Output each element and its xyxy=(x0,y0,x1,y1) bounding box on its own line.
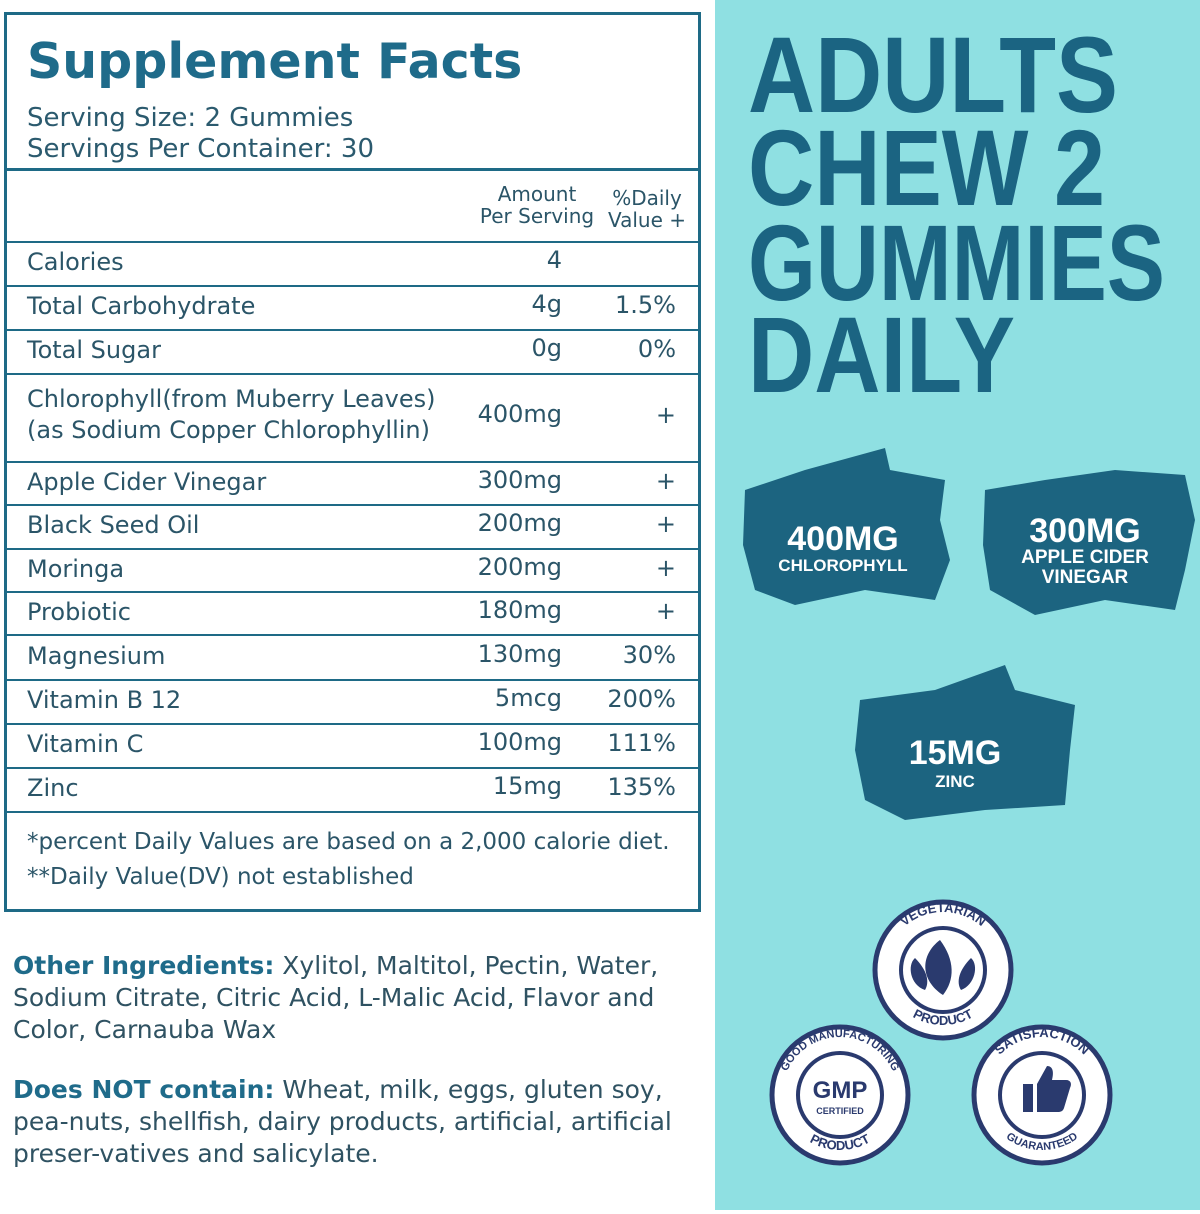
daily-value: + xyxy=(655,553,676,582)
headline-line: GUMMIES xyxy=(748,202,1165,323)
badge-name: VINEGAR xyxy=(1042,567,1129,588)
text: Wheat, milk, eggs, gluten soy, pea-nuts,… xyxy=(13,1075,672,1168)
serving-size: Serving Size: 2 Gummies xyxy=(27,103,354,133)
amount: 0g xyxy=(531,334,562,362)
text: Per Serving xyxy=(479,204,595,228)
divider xyxy=(7,723,698,725)
amount: 130mg xyxy=(477,639,562,668)
nutrient-name: Chlorophyll(from Muberry Leaves) xyxy=(27,385,436,413)
footnote: **Daily Value(DV) not established xyxy=(27,864,414,890)
divider xyxy=(7,679,698,681)
divider xyxy=(7,634,698,636)
daily-value: 111% xyxy=(607,729,676,757)
divider xyxy=(7,329,698,331)
amount: 200mg xyxy=(477,552,562,581)
nutrient-name: Vitamin C xyxy=(27,730,144,758)
divider xyxy=(7,168,698,171)
nutrient-name: Total Sugar xyxy=(27,336,161,364)
seal-sub: CERTIFIED xyxy=(816,1106,864,1116)
daily-value: + xyxy=(655,466,676,495)
badge-name: CHLOROPHYLL xyxy=(778,556,907,575)
badge-amount: 300MG xyxy=(1029,512,1141,550)
amount: 4 xyxy=(546,246,562,274)
nutrient-name: Moringa xyxy=(27,554,125,583)
amount: 300mg xyxy=(477,465,562,494)
nutrient-name: Probiotic xyxy=(27,597,131,626)
headline-line: ADULTS xyxy=(748,14,1118,135)
daily-value: 1.5% xyxy=(615,291,676,319)
daily-value: 30% xyxy=(622,640,676,669)
seal-center: GMP xyxy=(813,1077,868,1104)
headline-line: DAILY xyxy=(748,294,1015,415)
nutrient-name: Apple Cider Vinegar xyxy=(27,467,267,496)
amount-header: Amount Per Serving xyxy=(467,183,607,227)
promo-panel: ADULTS CHEW 2 GUMMIES DAILY 400MG CHLORO… xyxy=(715,0,1200,1210)
title: Supplement Facts xyxy=(27,33,523,90)
daily-value: + xyxy=(655,401,676,429)
amount: 5mcg xyxy=(494,684,562,712)
nutrient-name: Vitamin B 12 xyxy=(27,686,182,714)
amount: 100mg xyxy=(477,728,562,756)
amount: 200mg xyxy=(477,509,562,537)
nutrient-name: Total Carbohydrate xyxy=(27,292,256,320)
divider xyxy=(7,373,698,375)
daily-value: + xyxy=(655,510,676,538)
text: Amount xyxy=(497,182,577,206)
amount: 4g xyxy=(531,290,562,318)
servings: Servings Per Container: 30 xyxy=(27,134,375,164)
dv-header: %Daily Value + xyxy=(602,187,692,231)
text: Value + xyxy=(607,208,687,232)
facts-label: Supplement Facts Serving Size: 2 Gummies… xyxy=(4,12,701,912)
nutrient-name: Zinc xyxy=(27,774,79,802)
seal-bottom: PRODUCT xyxy=(808,1131,872,1153)
nutrient-note: (as Sodium Copper Chlorophyllin) xyxy=(27,416,430,444)
divider xyxy=(7,548,698,550)
text: Xylitol, Maltitol, Pectin, Water, Sodium… xyxy=(13,951,659,1044)
badge-amount: 400MG xyxy=(787,520,899,558)
text: %Daily xyxy=(612,186,682,210)
badges: 400MG CHLOROPHYLL 300MG APPLE CIDER VINE… xyxy=(778,512,1149,791)
amount: 180mg xyxy=(477,595,562,624)
daily-value: 135% xyxy=(607,773,676,801)
daily-value: 0% xyxy=(637,335,676,363)
seal-bottom: PRODUCT xyxy=(911,1006,975,1028)
nutrient-name: Calories xyxy=(27,248,124,276)
headline: ADULTS CHEW 2 GUMMIES DAILY xyxy=(748,14,1165,415)
badge-name: ZINC xyxy=(935,772,975,791)
promo-graphics: ADULTS CHEW 2 GUMMIES DAILY 400MG CHLORO… xyxy=(743,14,1195,1166)
daily-value: 200% xyxy=(607,685,676,713)
divider xyxy=(7,591,698,593)
badge-amount: 15MG xyxy=(909,734,1002,772)
divider xyxy=(7,285,698,287)
other-ingredients: Other Ingredients: Xylitol, Maltitol, Pe… xyxy=(13,950,693,1046)
badge-name: APPLE CIDER xyxy=(1021,547,1149,568)
label: Other Ingredients: xyxy=(13,951,275,980)
seal-text: PRODUCT xyxy=(808,1131,872,1153)
nutrient-name: Magnesium xyxy=(27,641,166,670)
footnote: *percent Daily Values are based on a 2,0… xyxy=(27,829,670,855)
divider xyxy=(7,241,698,243)
headline-line: CHEW 2 xyxy=(748,107,1105,228)
seals: VEGETARIAN PRODUCT GOOD MANUFACTURING PR… xyxy=(769,899,1113,1166)
brush-strokes xyxy=(743,448,1195,820)
amount: 15mg xyxy=(492,772,562,800)
divider xyxy=(7,504,698,506)
divider xyxy=(7,811,698,813)
does-not-contain: Does NOT contain: Wheat, milk, eggs, glu… xyxy=(13,1074,693,1170)
seal-text: PRODUCT xyxy=(911,1006,975,1028)
amount: 400mg xyxy=(477,400,562,428)
divider xyxy=(7,767,698,769)
divider xyxy=(7,461,698,463)
label: Does NOT contain: xyxy=(13,1075,275,1104)
daily-value: + xyxy=(655,596,676,625)
nutrient-name: Black Seed Oil xyxy=(27,511,200,539)
